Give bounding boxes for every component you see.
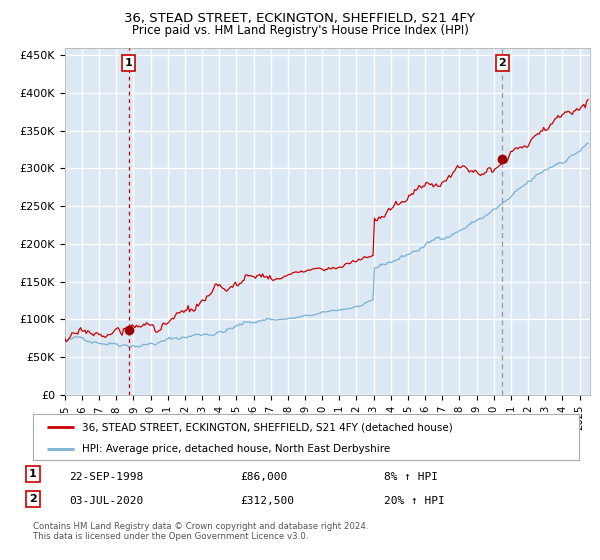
Text: 36, STEAD STREET, ECKINGTON, SHEFFIELD, S21 4FY (detached house): 36, STEAD STREET, ECKINGTON, SHEFFIELD, … [82, 422, 453, 432]
Text: 2: 2 [499, 58, 506, 68]
Text: 03-JUL-2020: 03-JUL-2020 [69, 496, 143, 506]
Text: 36, STEAD STREET, ECKINGTON, SHEFFIELD, S21 4FY: 36, STEAD STREET, ECKINGTON, SHEFFIELD, … [125, 12, 476, 25]
Text: Price paid vs. HM Land Registry's House Price Index (HPI): Price paid vs. HM Land Registry's House … [131, 24, 469, 36]
Text: £312,500: £312,500 [240, 496, 294, 506]
Text: 2: 2 [29, 494, 37, 504]
Text: 20% ↑ HPI: 20% ↑ HPI [384, 496, 445, 506]
Text: Contains HM Land Registry data © Crown copyright and database right 2024.
This d: Contains HM Land Registry data © Crown c… [33, 522, 368, 542]
Text: 22-SEP-1998: 22-SEP-1998 [69, 472, 143, 482]
Text: 8% ↑ HPI: 8% ↑ HPI [384, 472, 438, 482]
Text: 1: 1 [29, 469, 37, 479]
Text: £86,000: £86,000 [240, 472, 287, 482]
Text: 1: 1 [125, 58, 133, 68]
Text: HPI: Average price, detached house, North East Derbyshire: HPI: Average price, detached house, Nort… [82, 444, 391, 454]
